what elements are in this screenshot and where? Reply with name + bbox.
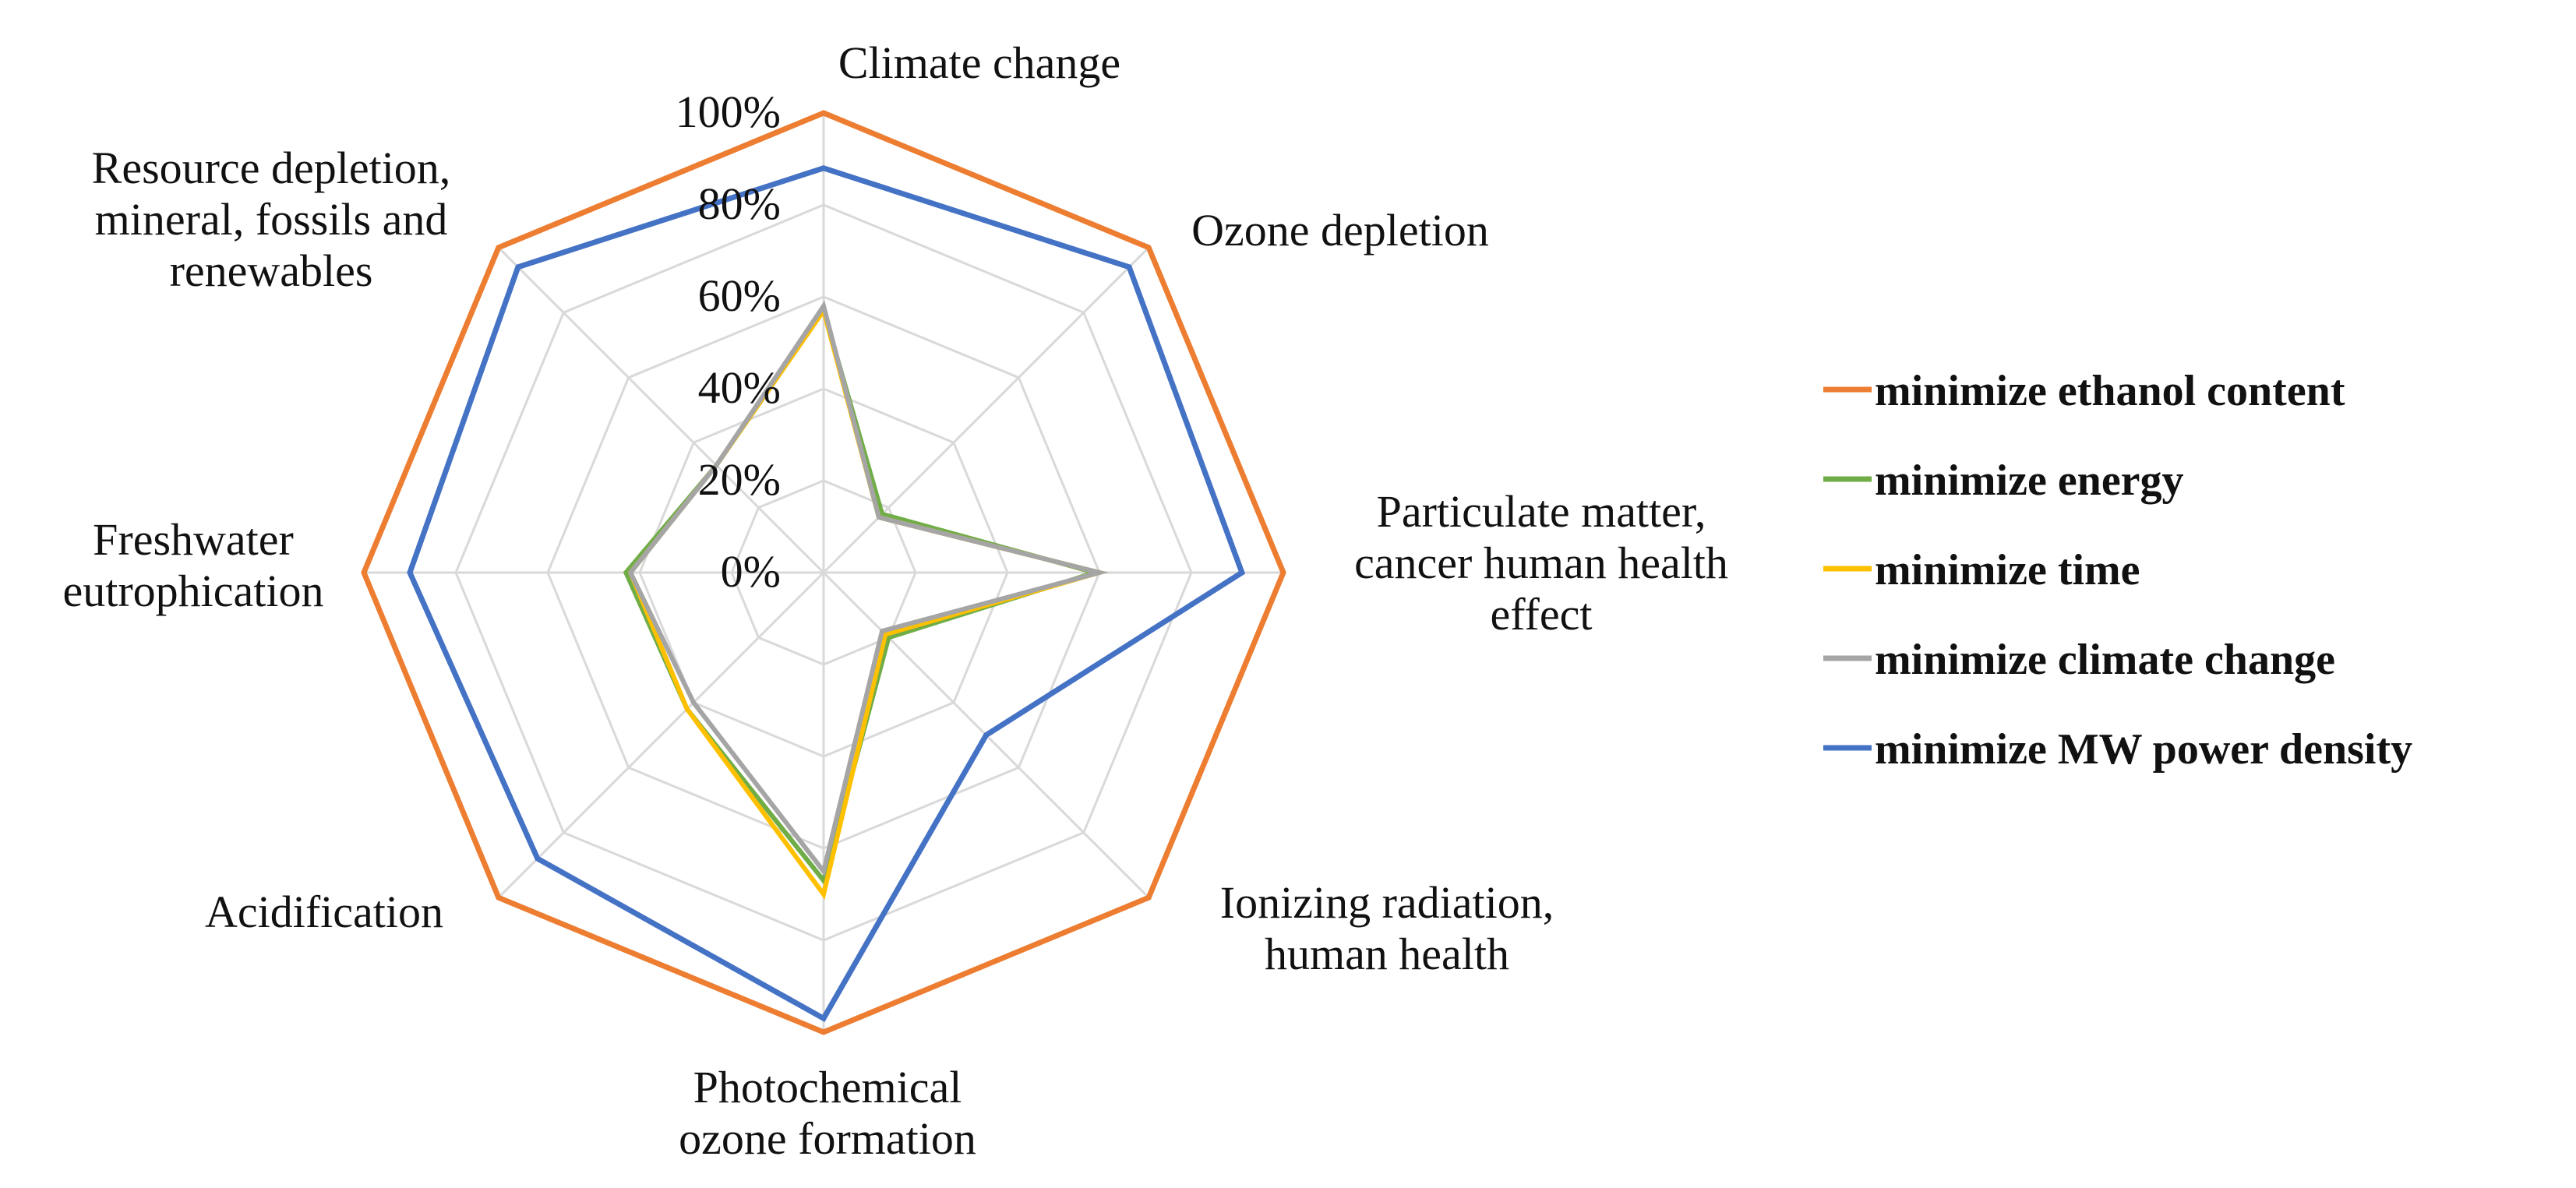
legend-label: minimize ethanol content bbox=[1875, 367, 2345, 415]
radial-tick-label: 20% bbox=[698, 454, 781, 505]
category-label: Particulate matter, cancer human health ef… bbox=[1354, 486, 1728, 640]
category-label: Photochemical ozone formation bbox=[679, 1062, 976, 1164]
category-label: Resource depletion, mineral, fossils and r… bbox=[92, 143, 451, 296]
legend-label: minimize climate change bbox=[1875, 636, 2335, 684]
category-label: Acidification bbox=[205, 887, 443, 937]
category-label: Freshwater eutrophication bbox=[62, 514, 323, 616]
category-label: Climate change bbox=[838, 37, 1120, 88]
legend-label: minimize energy bbox=[1875, 457, 2184, 505]
series-line-0 bbox=[361, 110, 1286, 1035]
series-line-3 bbox=[627, 300, 1109, 877]
series-line-4 bbox=[407, 165, 1246, 1023]
radial-tick-label: 80% bbox=[698, 178, 781, 229]
radial-tick-label: 40% bbox=[698, 362, 781, 413]
radial-tick-labels: 0% 20% 40% 60% 80% 100% bbox=[676, 86, 781, 597]
spoke-7 bbox=[497, 246, 825, 574]
spoke-5 bbox=[497, 571, 825, 899]
category-label: Ozone depletion bbox=[1191, 205, 1489, 256]
radial-tick-label: 60% bbox=[698, 270, 781, 321]
legend-label: minimize MW power density bbox=[1875, 725, 2412, 774]
legend: minimize ethanol content minimize energy m… bbox=[1823, 367, 2412, 774]
radial-tick-label: 0% bbox=[721, 546, 781, 597]
category-labels: Climate change Ozone depletion Particulate… bbox=[62, 37, 1727, 1164]
radar-series bbox=[361, 110, 1286, 1035]
radial-tick-label: 100% bbox=[676, 86, 781, 137]
category-label: Ionizing radiation, human health bbox=[1220, 877, 1554, 979]
legend-label: minimize time bbox=[1875, 546, 2140, 594]
